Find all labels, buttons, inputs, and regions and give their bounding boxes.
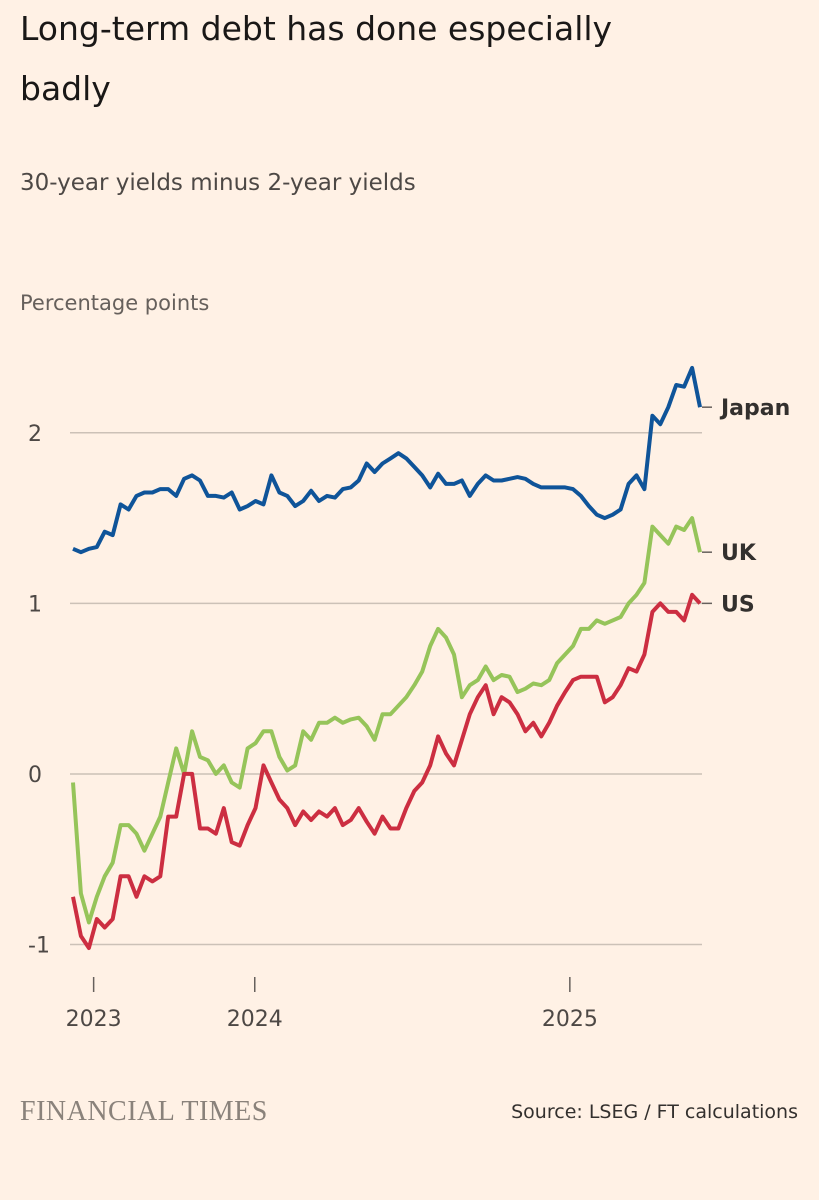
series-label: Japan (719, 396, 790, 421)
y-tick-label: -1 (28, 934, 50, 959)
y-tick-label: 0 (28, 763, 42, 788)
y-tick-label: 2 (28, 422, 42, 447)
series-line (71, 516, 702, 925)
source-note: Source: LSEG / FT calculations (511, 1101, 798, 1123)
x-tick-label: 2025 (542, 1007, 598, 1032)
y-tick-label: 1 (28, 592, 42, 617)
chart-subtitle: 30-year yields minus 2-year yields (20, 170, 416, 196)
series-label: UK (721, 541, 757, 566)
chart-title-line: badly (20, 69, 111, 108)
x-tick-label: 2024 (227, 1007, 283, 1032)
y-axis-label: Percentage points (20, 291, 209, 315)
series-label: US (721, 592, 755, 617)
x-tick-label: 2023 (66, 1007, 122, 1032)
publisher-logo: FINANCIAL TIMES (20, 1096, 268, 1127)
series-line (72, 365, 702, 555)
chart-title-line: Long-term debt has done especially (20, 9, 612, 48)
series-line (71, 592, 702, 950)
